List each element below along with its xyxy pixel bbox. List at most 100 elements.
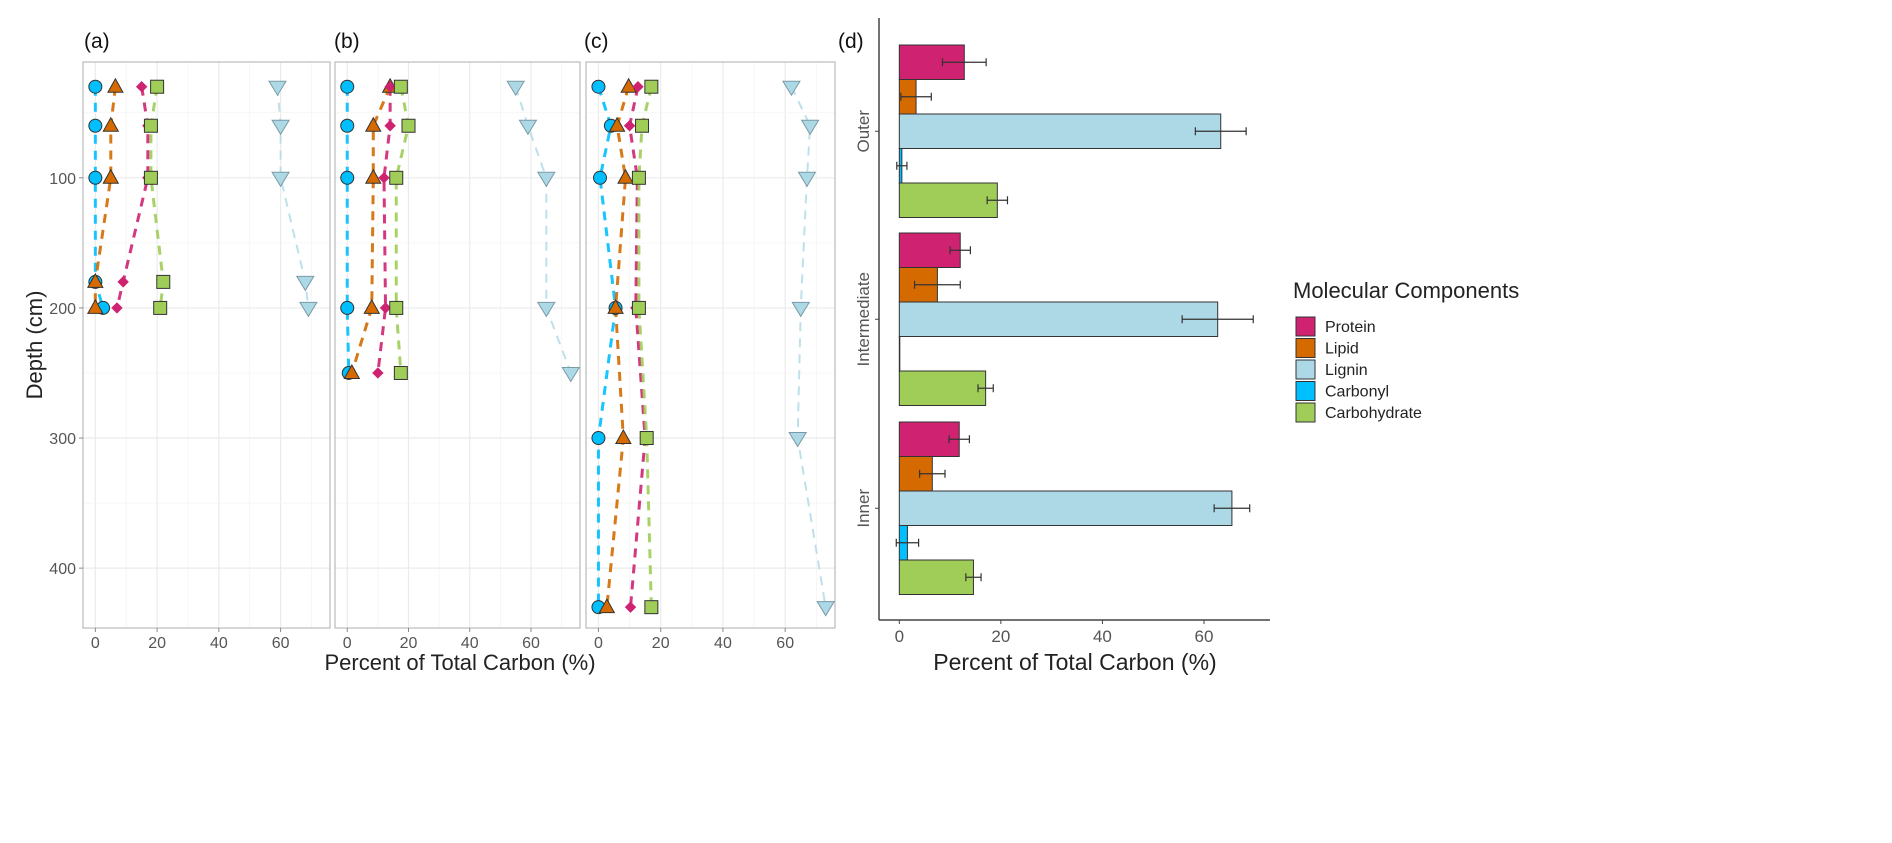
legend-label: Carbohydrate <box>1325 405 1422 422</box>
data-point-lignin <box>295 275 315 292</box>
data-point-lipid <box>363 298 381 314</box>
data-point-lignin <box>536 171 556 188</box>
panel-border <box>82 61 331 629</box>
legend-key-carbohydrate <box>1295 402 1316 423</box>
data-point-lipid <box>102 116 120 132</box>
x-tick-label: 20 <box>148 635 166 652</box>
y-tick-label: 200 <box>49 301 76 318</box>
bar-carbohydrate <box>898 370 987 406</box>
data-point-lipid <box>364 168 382 184</box>
data-point-carbonyl <box>340 300 355 315</box>
x-tick-label: 0 <box>594 635 603 652</box>
data-point-lignin <box>268 80 287 97</box>
x-axis-label-d: Percent of Total Carbon (%) <box>933 649 1216 675</box>
data-point-lignin <box>797 171 817 188</box>
y-tick-label: 400 <box>49 561 76 578</box>
data-point-carbohydrate <box>631 300 646 315</box>
data-point-protein <box>135 81 148 93</box>
x-tick-label: 0 <box>895 627 904 646</box>
data-point-lipid <box>598 598 616 614</box>
data-point-protein <box>372 367 384 379</box>
data-point-protein <box>378 172 390 184</box>
panel-border <box>585 61 836 629</box>
x-tick-label: 0 <box>343 635 352 652</box>
data-point-lipid <box>607 298 624 314</box>
x-tick-label: 20 <box>991 627 1010 646</box>
x-tick-label: 60 <box>1195 627 1214 646</box>
panel-a: 0 20 40 60 100 200 300 400 <box>49 61 331 652</box>
data-point-lignin <box>536 301 556 318</box>
data-point-carbonyl <box>88 79 103 94</box>
bar-carbohydrate <box>898 559 974 595</box>
panel-b: 0 20 40 60 <box>334 61 581 652</box>
data-point-carbonyl <box>593 170 608 185</box>
data-point-lignin <box>788 432 808 448</box>
data-point-carbohydrate <box>143 118 158 133</box>
y-axis-label: Depth (cm) <box>22 291 47 400</box>
data-point-protein <box>111 302 123 314</box>
data-point-protein <box>379 302 392 314</box>
data-point-lignin <box>298 301 318 318</box>
panel-border <box>334 61 581 629</box>
data-point-carbonyl <box>340 170 355 185</box>
panel-label-c: (c) <box>584 30 609 53</box>
data-point-lipid <box>364 116 382 132</box>
legend-label: Protein <box>1325 319 1376 336</box>
x-tick-label: 0 <box>91 635 100 652</box>
data-point-lipid <box>87 298 104 314</box>
data-point-lignin <box>271 171 290 188</box>
x-tick-label: 20 <box>400 635 418 652</box>
data-point-carbohydrate <box>393 79 408 94</box>
x-tick-label: 20 <box>652 635 670 652</box>
legend-label: Carbonyl <box>1325 384 1389 401</box>
series-line-lipid <box>350 86 392 374</box>
data-point-lignin <box>791 301 811 318</box>
bar-panel: 0 20 40 60 Outer Intermediate Inner <box>854 18 1270 646</box>
series-line-lignin <box>514 86 572 374</box>
legend-label: Lipid <box>1325 341 1359 358</box>
category-label: Outer <box>854 110 873 153</box>
y-tick-label: 100 <box>49 171 76 188</box>
panel-label-b: (b) <box>334 30 360 53</box>
series-line-protein <box>115 86 150 309</box>
data-point-lignin <box>506 80 526 97</box>
x-axis-label-abc: Percent of Total Carbon (%) <box>324 650 595 675</box>
data-point-lipid <box>620 77 637 93</box>
data-point-carbohydrate <box>635 118 650 133</box>
bar-carbohydrate <box>898 182 998 218</box>
data-point-protein <box>384 81 396 93</box>
series-line-carbohydrate <box>394 86 411 374</box>
line-panels: 0 20 40 60 100 200 300 400 0 20 40 60 0 20 40 60 <box>49 61 836 652</box>
data-point-lipid <box>615 429 632 445</box>
legend-title: Molecular Components <box>1293 278 1519 303</box>
data-point-lipid <box>617 168 634 184</box>
y-tick-label: 300 <box>49 431 76 448</box>
series-line-carbonyl <box>596 86 618 608</box>
category-label: Intermediate <box>854 272 873 367</box>
data-point-carbonyl <box>591 79 606 94</box>
x-tick-label: 60 <box>776 635 794 652</box>
series-line-carbonyl <box>345 86 351 374</box>
data-point-carbonyl <box>591 431 606 446</box>
data-point-lignin <box>561 366 581 383</box>
x-tick-label: 40 <box>461 635 479 652</box>
panel-label-d: (d) <box>838 30 864 53</box>
x-tick-label: 40 <box>1093 627 1112 646</box>
legend-key-carbonyl <box>1295 381 1316 401</box>
legend: Molecular Components Protein Lipid Lignin C… <box>1293 278 1519 423</box>
data-point-lipid <box>343 363 361 379</box>
data-point-protein <box>384 120 396 132</box>
data-point-lignin <box>271 119 290 136</box>
data-point-lipid <box>102 168 120 184</box>
data-point-lignin <box>800 119 820 136</box>
data-point-lignin <box>518 119 538 136</box>
legend-key-protein <box>1295 316 1316 337</box>
category-label: Inner <box>854 489 873 528</box>
data-point-lignin <box>782 80 801 97</box>
data-point-carbonyl <box>88 118 103 133</box>
bar-lignin <box>898 490 1233 526</box>
data-point-carbohydrate <box>389 300 404 315</box>
series-line-protein <box>628 86 647 608</box>
data-point-carbohydrate <box>156 274 171 289</box>
